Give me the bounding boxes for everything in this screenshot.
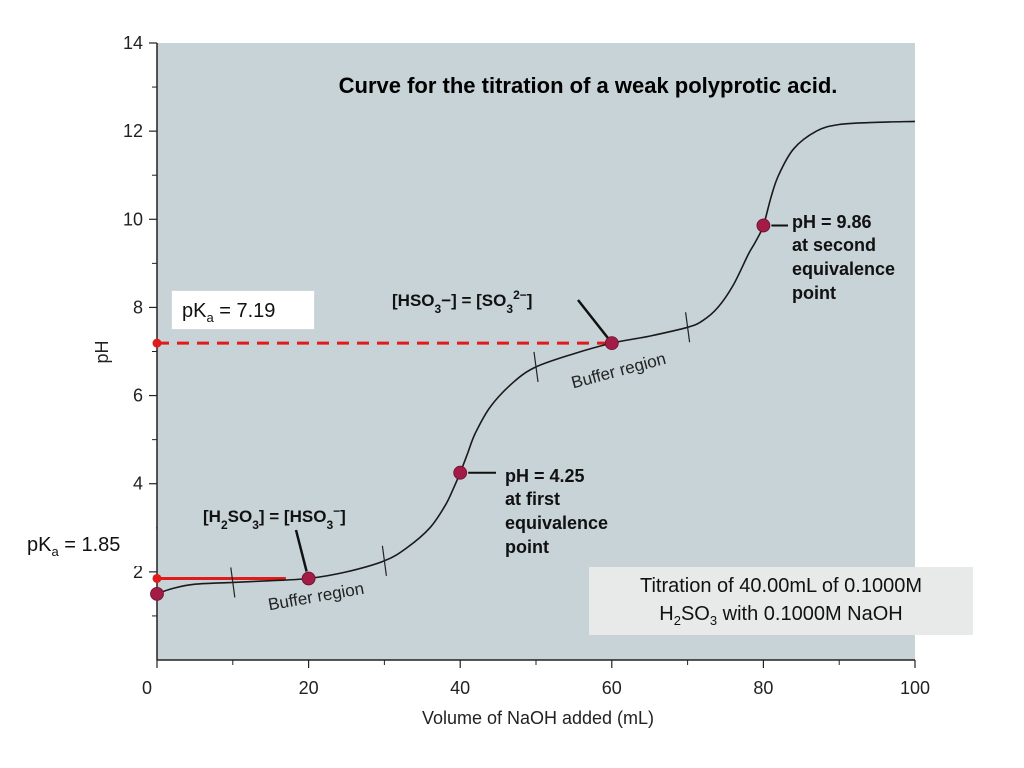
y-tick-label: 12 bbox=[123, 121, 143, 141]
y-tick-label: 6 bbox=[133, 386, 143, 406]
species-lower-leader-line bbox=[294, 529, 308, 572]
region-marks bbox=[230, 312, 691, 598]
species-upper-equation: [HSO3−] = [SO32−] bbox=[392, 288, 532, 316]
y-tick-label: 10 bbox=[123, 209, 143, 229]
plot-background bbox=[157, 43, 915, 660]
x-tick-label: 60 bbox=[602, 678, 622, 698]
eq1-line-1: pH = 4.25 bbox=[505, 466, 585, 486]
buffer-boundary-mark bbox=[230, 567, 236, 598]
pka1-label: pKa = 1.85 bbox=[20, 524, 156, 566]
first-equivalence-label: pH = 4.25 at first equivalence point bbox=[505, 466, 608, 557]
points-layer bbox=[150, 218, 771, 601]
eq1-line-3: equivalence bbox=[505, 513, 608, 533]
buffer-boundary-mark bbox=[381, 545, 387, 576]
x-tick-label: 20 bbox=[299, 678, 319, 698]
eq2-line-4: point bbox=[792, 283, 836, 303]
pka-axis-dot bbox=[152, 338, 162, 348]
curve-point-marker bbox=[453, 465, 468, 480]
y-tick-label: 8 bbox=[133, 297, 143, 317]
y-axis-label: pH bbox=[92, 340, 112, 363]
species-upper-leader-line bbox=[577, 299, 610, 340]
eq2-line-1: pH = 9.86 bbox=[792, 212, 872, 232]
titration-conditions-note: Titration of 40.00mL of 0.1000M H2SO3 wi… bbox=[589, 567, 973, 635]
pka-axis-dot bbox=[152, 573, 162, 583]
leader-lines bbox=[294, 224, 788, 572]
y-tick-label: 2 bbox=[133, 562, 143, 582]
x-axis-label: Volume of NaOH added (mL) bbox=[422, 708, 654, 728]
note-line-2: H2SO3 with 0.1000M NaOH bbox=[659, 603, 903, 628]
buffer-boundary-mark bbox=[533, 351, 539, 383]
x-tick-label: 40 bbox=[450, 678, 470, 698]
pka2-label: pKa = 7.19 bbox=[171, 290, 315, 330]
chart-title: Curve for the titration of a weak polypr… bbox=[339, 73, 838, 98]
ticks: 0 20 40 60 80 100 2 4 6 8 10 12 14 bbox=[123, 33, 930, 698]
x-tick-label: 100 bbox=[900, 678, 930, 698]
note-line-1: Titration of 40.00mL of 0.1000M bbox=[639, 575, 922, 597]
eq2-line-2: at second bbox=[792, 235, 876, 255]
curve-point-marker bbox=[301, 571, 316, 586]
pka-reference-lines bbox=[152, 338, 612, 583]
x-tick-label: 80 bbox=[753, 678, 773, 698]
y-tick-label: 14 bbox=[123, 33, 143, 53]
second-equivalence-label: pH = 9.86 at second equivalence point bbox=[792, 212, 895, 303]
eq2-line-3: equivalence bbox=[792, 259, 895, 279]
eq1-line-4: point bbox=[505, 537, 549, 557]
eq1-line-2: at first bbox=[505, 489, 560, 509]
buffer-boundary-mark bbox=[685, 312, 691, 343]
curve-point-marker bbox=[756, 218, 771, 233]
species-lower-equation: [H2SO3] = [HSO3−] bbox=[203, 504, 346, 532]
curve-point-marker bbox=[150, 586, 164, 601]
x-tick-label: 0 bbox=[142, 678, 152, 698]
curve-point-marker bbox=[604, 336, 619, 351]
y-tick-label: 4 bbox=[133, 474, 143, 494]
